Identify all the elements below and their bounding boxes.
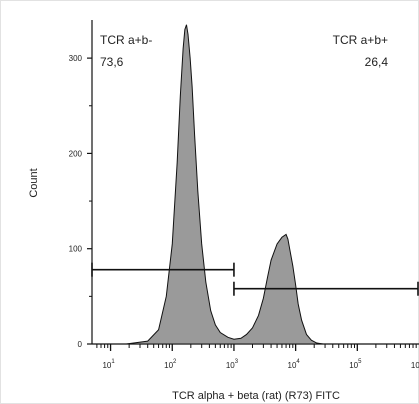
x-tick-label: 104: [288, 359, 301, 370]
x-tick-label: 106: [411, 359, 419, 370]
x-tick-label: 105: [349, 359, 362, 370]
y-tick-label: 100: [69, 245, 83, 254]
y-tick-label: 200: [69, 149, 83, 158]
x-tick-label: 103: [226, 359, 239, 370]
gate-2-name: TCR a+b+: [333, 33, 388, 47]
y-tick-label: 300: [69, 54, 83, 63]
x-ticks: 101 102 103 104 105 106: [96, 344, 419, 370]
gate-1-name: TCR a+b-: [100, 33, 152, 47]
gates: [91, 262, 419, 296]
y-ticks: 0 100 200 300: [69, 54, 92, 349]
gate-1-percent: 73,6: [100, 55, 124, 69]
y-tick-label: 0: [78, 340, 83, 349]
x-axis-title: TCR alpha + beta (rat) (R73) FITC: [172, 390, 340, 402]
histogram-area: [126, 24, 324, 345]
x-tick-label: 101: [102, 359, 115, 370]
x-tick-label: 102: [164, 359, 177, 370]
gate-2-percent: 26,4: [365, 55, 389, 69]
y-axis-title: Count: [28, 168, 40, 197]
